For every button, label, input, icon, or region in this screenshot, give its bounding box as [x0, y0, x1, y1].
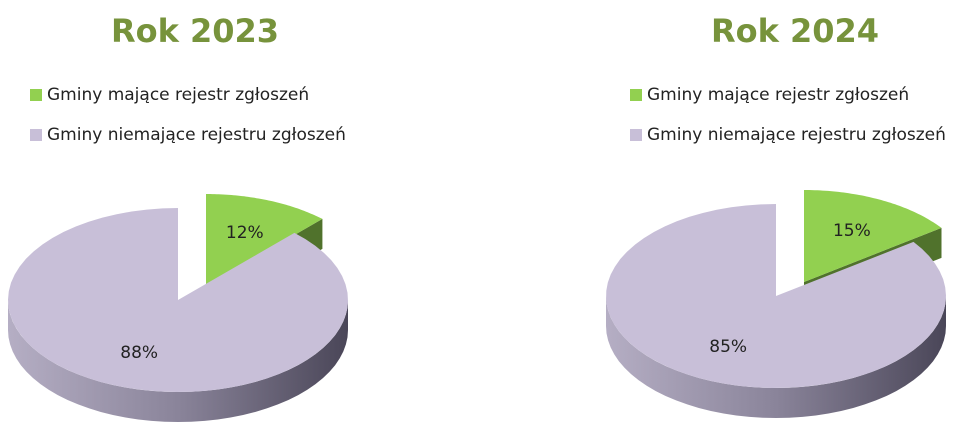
data-label: 85% [709, 337, 747, 357]
legend-label: Gminy mające rejestr zgłoszeń [47, 85, 309, 105]
pie-chart: Rok 2024 Gminy mające rejestr zgłoszeń Gmi… [606, 12, 946, 418]
data-label: 12% [226, 223, 264, 243]
chart-title: Rok 2024 [711, 12, 879, 50]
legend-swatch [30, 129, 42, 141]
legend-label: Gminy niemające rejestru zgłoszeń [47, 125, 346, 145]
data-label: 88% [120, 343, 158, 363]
legend-label: Gminy mające rejestr zgłoszeń [647, 85, 909, 105]
slice-side [8, 300, 348, 422]
pie-slice [804, 190, 942, 282]
slice-side [606, 296, 946, 418]
legend-swatch [630, 89, 642, 101]
data-label: 15% [833, 221, 871, 241]
chart-title: Rok 2023 [111, 12, 279, 50]
pie-slice [8, 208, 348, 392]
pie-slice [206, 194, 323, 286]
legend-swatch [630, 129, 642, 141]
pie-slice [606, 204, 946, 388]
pie-chart: Rok 2023 Gminy mające rejestr zgłoszeń Gmi… [8, 12, 348, 422]
legend-label: Gminy niemające rejestru zgłoszeń [647, 125, 946, 145]
legend-swatch [30, 89, 42, 101]
